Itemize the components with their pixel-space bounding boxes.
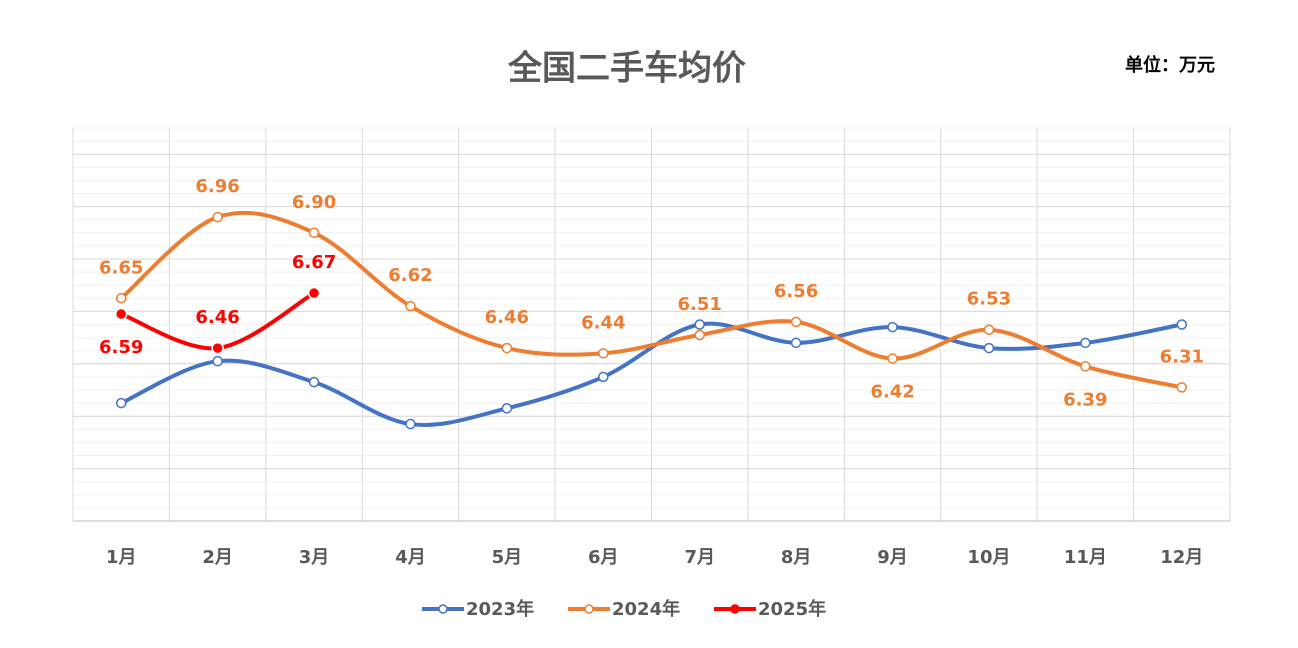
point <box>790 316 802 328</box>
point <box>1080 337 1091 349</box>
point <box>887 353 898 364</box>
x-tick-label: 11月 <box>1064 547 1107 568</box>
point <box>308 227 320 239</box>
x-tick-label: 1月 <box>106 547 137 568</box>
point <box>308 376 320 388</box>
legend-label: 2025年 <box>758 598 826 620</box>
data-label: 6.65 <box>99 257 143 278</box>
data-label: 6.62 <box>388 265 432 286</box>
point <box>307 286 321 300</box>
point <box>1176 382 1188 393</box>
legend-label: 2024年 <box>612 598 680 620</box>
data-label: 6.46 <box>195 307 239 328</box>
point <box>212 355 223 367</box>
x-tick-label: 12月 <box>1160 547 1203 568</box>
data-label: 6.53 <box>967 289 1011 310</box>
data-label: 6.96 <box>195 176 239 197</box>
x-tick-label: 4月 <box>395 547 426 568</box>
data-label: 6.44 <box>581 312 625 333</box>
point <box>501 403 513 414</box>
point <box>790 337 802 349</box>
legend-label: 2023年 <box>466 598 534 620</box>
x-tick-label: 6月 <box>588 547 619 568</box>
point <box>598 371 609 383</box>
x-tick-label: 3月 <box>299 547 330 568</box>
data-label: 6.39 <box>1063 389 1107 410</box>
point <box>115 397 127 409</box>
data-label: 6.31 <box>1160 346 1204 367</box>
point <box>405 418 416 430</box>
data-label: 6.46 <box>485 307 529 328</box>
data-label: 6.59 <box>99 337 143 358</box>
point <box>983 324 995 335</box>
point <box>211 341 224 355</box>
x-tick-label: 8月 <box>781 547 812 568</box>
point <box>501 342 513 354</box>
x-tick-label: 10月 <box>967 547 1010 568</box>
point <box>1080 361 1091 372</box>
data-label: 6.56 <box>774 281 818 302</box>
point <box>115 293 127 304</box>
chart-title: 全国二手车均价 <box>507 49 746 89</box>
point <box>598 348 609 359</box>
x-tick-label: 9月 <box>877 547 908 568</box>
point <box>983 342 995 354</box>
point <box>405 300 416 312</box>
x-tick-label: 2月 <box>202 547 233 568</box>
point <box>694 329 705 341</box>
legend-marker <box>730 604 740 614</box>
data-label: 6.51 <box>677 294 721 315</box>
legend-marker <box>584 604 594 614</box>
legend-marker <box>438 604 448 614</box>
data-label: 6.90 <box>292 192 336 213</box>
point <box>887 321 898 333</box>
point <box>114 307 128 321</box>
x-tick-label: 7月 <box>684 547 715 568</box>
unit-label: 单位：万元 <box>1125 54 1215 76</box>
point <box>694 319 705 330</box>
point <box>1176 319 1188 330</box>
x-tick-label: 5月 <box>492 547 523 568</box>
point <box>212 211 223 223</box>
data-label: 6.67 <box>292 252 336 273</box>
data-label: 6.42 <box>870 382 914 403</box>
